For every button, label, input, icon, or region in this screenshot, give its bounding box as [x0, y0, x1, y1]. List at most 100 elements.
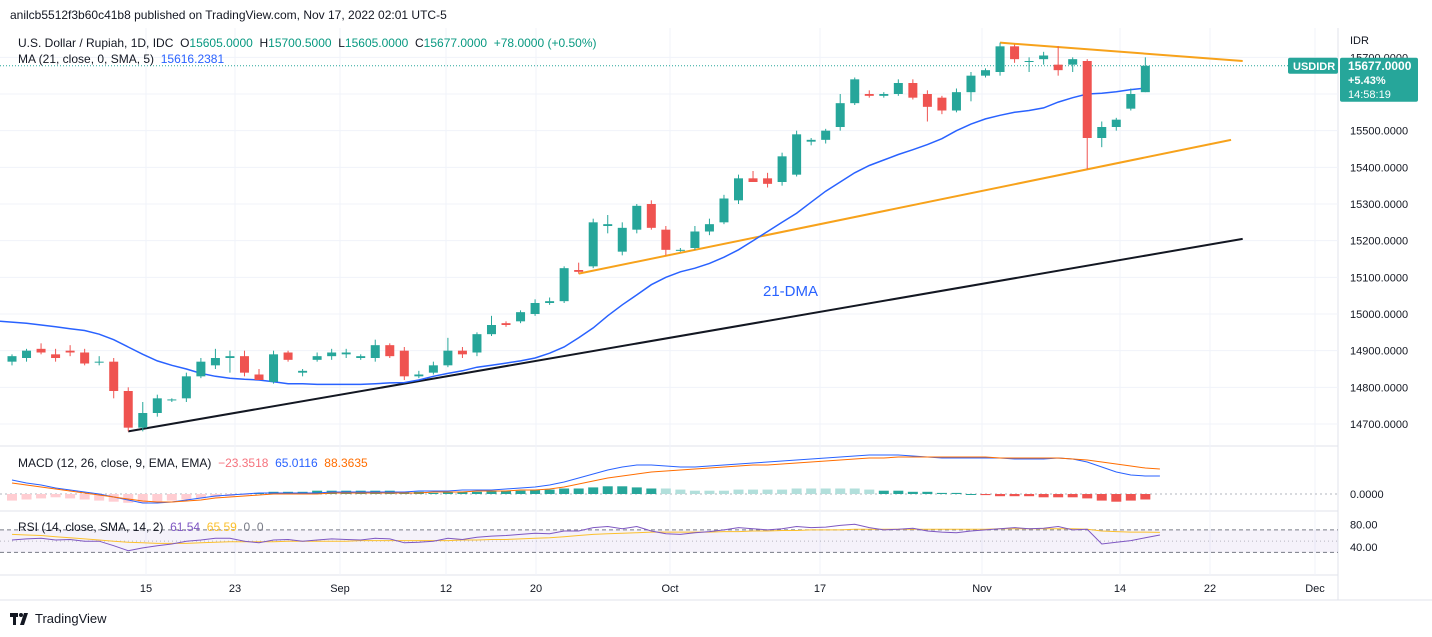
candle-body: [269, 354, 279, 382]
badge-symbol-box: [1288, 57, 1338, 74]
macd-hist-bar: [995, 494, 1006, 497]
candle-body: [298, 370, 308, 373]
candle-body: [995, 46, 1005, 72]
candle: [1024, 57, 1034, 72]
candle-body: [1126, 94, 1136, 109]
publisher-line: anilcb5512f3b60c41b8 published on Tradin…: [10, 8, 447, 22]
candle: [879, 92, 889, 98]
candle-body: [908, 83, 918, 98]
candle-body: [1024, 61, 1034, 62]
candle-body: [370, 345, 380, 358]
candle: [792, 130, 802, 177]
badge-timer: 14:58:19: [1348, 89, 1391, 101]
currency-label: IDR: [1350, 35, 1369, 47]
candle: [1097, 121, 1107, 148]
candle: [1082, 59, 1092, 170]
ma-legend: MA (21, close, 0, SMA, 5) 15616.2381: [18, 52, 224, 66]
price-tick-label: 14800.0000: [1350, 382, 1408, 394]
time-tick-label: 12: [440, 583, 452, 595]
candle-body: [36, 348, 46, 353]
candle-body: [574, 270, 584, 272]
candle: [501, 321, 511, 327]
macd-hist-bar: [544, 489, 555, 494]
close-value: 15677.0000: [423, 36, 488, 50]
time-tick-label: Oct: [661, 583, 678, 595]
candle: [632, 204, 642, 234]
rsi-line: [11, 523, 1160, 552]
macd-hist-bar: [835, 488, 846, 494]
candle: [239, 350, 249, 377]
macd-hist-bar: [922, 491, 933, 494]
candle-body: [356, 356, 366, 358]
candle-body: [123, 391, 133, 428]
candle: [225, 350, 235, 373]
candle: [181, 372, 191, 402]
candle: [1053, 46, 1063, 76]
candle-body: [341, 352, 351, 355]
candle: [22, 348, 32, 362]
macd-tick-label: 0.0000: [1350, 489, 1384, 501]
macd-hist-bar: [689, 490, 700, 494]
annotation-21dma: 21-DMA: [763, 283, 818, 300]
candle: [341, 348, 351, 358]
candle-body: [225, 356, 235, 358]
candle: [443, 337, 453, 368]
macd-hist-bar: [65, 494, 76, 499]
candle-body: [80, 352, 90, 364]
candle: [893, 79, 903, 96]
badge-price: 15677.0000: [1348, 59, 1412, 73]
time-tick-label: 23: [229, 583, 241, 595]
candle-body: [51, 354, 61, 358]
candle: [370, 339, 380, 362]
candle: [109, 358, 119, 399]
candle: [123, 387, 133, 432]
candle: [661, 226, 671, 256]
candle: [777, 152, 787, 186]
candle-body: [734, 178, 743, 201]
macd-hist-bar: [791, 488, 802, 494]
macd-hist-bar: [21, 494, 32, 500]
candle: [312, 352, 322, 362]
tradingview-brand[interactable]: TradingView: [10, 611, 107, 626]
candle: [457, 347, 467, 358]
macd-hist-bar: [718, 490, 729, 494]
macd-hist-bar: [907, 491, 918, 494]
candle-body: [1140, 65, 1150, 93]
badge-symbol: USDIDR: [1293, 61, 1335, 73]
candle-body: [501, 323, 511, 325]
tradingview-logo-icon: [10, 612, 28, 625]
macd-hist-bar: [471, 491, 482, 494]
open-value: 15605.0000: [189, 36, 253, 50]
candle: [574, 262, 584, 274]
macd-hist-bar: [980, 494, 991, 496]
macd-hist-bar: [733, 489, 744, 494]
rsi-tick-label: 40.00: [1350, 542, 1378, 554]
candle-body: [138, 413, 148, 428]
candle-body: [893, 83, 903, 94]
time-tick-label: 20: [530, 583, 542, 595]
candle: [399, 347, 409, 380]
candle: [472, 332, 482, 357]
macd-panel: 0.0000: [0, 454, 1384, 504]
candle-body: [385, 345, 395, 357]
grid-lines: [0, 28, 1432, 601]
macd-signal-line: [11, 456, 1160, 503]
candle-body: [719, 198, 729, 223]
candle: [36, 343, 46, 355]
candle: [864, 90, 874, 98]
macd-hist-bar: [849, 488, 860, 494]
candle-body: [835, 103, 845, 127]
main-legend: U.S. Dollar / Rupiah, 1D, IDC O15605.000…: [18, 36, 597, 50]
candle-body: [981, 70, 991, 76]
candle-body: [1082, 61, 1092, 138]
candle: [748, 171, 758, 182]
macd-hist-bar: [79, 494, 90, 500]
macd-hist-bar: [951, 492, 962, 494]
macd-hist-bar: [1067, 494, 1078, 498]
candle-body: [675, 249, 685, 251]
candle-body: [327, 352, 337, 357]
macd-hist-bar: [704, 490, 715, 494]
time-tick-label: 15: [140, 583, 152, 595]
candle: [675, 248, 685, 252]
